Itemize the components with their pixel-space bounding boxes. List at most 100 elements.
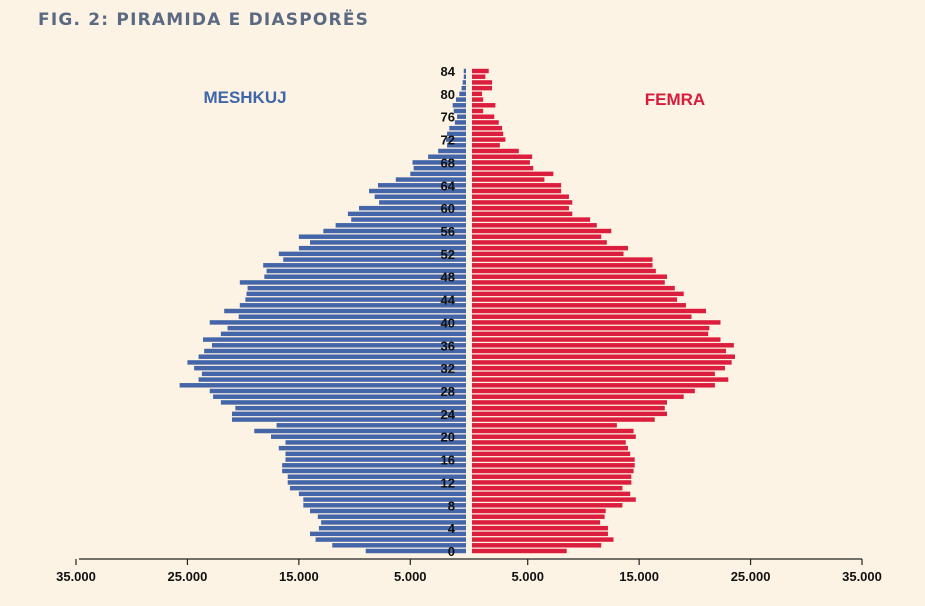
female-bar-age-60 — [472, 205, 569, 211]
female-bar-age-5 — [472, 520, 601, 525]
male-bar-age-19 — [285, 440, 466, 445]
female-bar-age-0 — [472, 548, 567, 554]
female-bar-age-54 — [472, 240, 607, 245]
male-bar-age-23 — [232, 417, 466, 422]
male-bar-age-70 — [438, 148, 466, 154]
female-bar-age-62 — [472, 194, 569, 199]
male-bar-age-39 — [227, 325, 466, 331]
male-bar-age-5 — [321, 520, 466, 525]
male-bar-age-15 — [282, 463, 466, 468]
age-tick-label: 56 — [441, 224, 455, 239]
female-bar-age-77 — [472, 108, 484, 114]
female-bars-group — [472, 68, 735, 554]
female-bar-age-12 — [472, 480, 632, 485]
male-bar-age-22 — [276, 423, 466, 428]
x-tick-label: 25.000 — [731, 569, 771, 584]
male-bar-age-51 — [283, 257, 466, 262]
female-bar-age-30 — [472, 377, 729, 382]
female-bar-age-4 — [472, 525, 608, 531]
male-bar-age-13 — [287, 474, 466, 479]
female-bar-age-69 — [472, 154, 533, 159]
male-bar-age-18 — [278, 445, 466, 451]
male-bar-age-35 — [204, 348, 466, 354]
male-bar-age-81 — [461, 85, 466, 91]
male-bar-age-8 — [303, 503, 466, 508]
male-bar-age-12 — [287, 480, 466, 485]
female-bar-age-34 — [472, 354, 735, 359]
male-bar-age-67 — [413, 165, 466, 171]
x-tick-label: 35.000 — [842, 569, 882, 584]
male-bar-age-37 — [203, 337, 466, 342]
male-bar-age-1 — [332, 543, 466, 548]
female-bar-age-57 — [472, 223, 597, 228]
male-bar-age-16 — [285, 457, 466, 462]
male-bar-age-47 — [239, 280, 466, 285]
male-bar-age-71 — [447, 143, 466, 148]
age-tick-label: 36 — [441, 338, 455, 353]
female-bar-age-16 — [472, 457, 635, 462]
female-bar-age-2 — [472, 537, 614, 542]
female-bar-age-53 — [472, 245, 628, 251]
male-bar-age-62 — [374, 194, 466, 199]
female-bar-age-50 — [472, 263, 653, 268]
female-bar-age-11 — [472, 485, 623, 491]
female-bar-age-75 — [472, 120, 499, 125]
male-bar-age-45 — [246, 291, 466, 297]
female-bar-age-28 — [472, 388, 695, 394]
male-bar-age-11 — [289, 485, 466, 491]
age-tick-label: 80 — [441, 87, 455, 102]
age-tick-label: 52 — [441, 247, 455, 262]
male-bar-age-80 — [459, 91, 466, 97]
female-bar-age-27 — [472, 394, 684, 399]
age-tick-label: 24 — [441, 407, 456, 422]
female-bar-age-78 — [472, 103, 496, 108]
male-bar-age-9 — [303, 497, 466, 502]
age-tick-label: 28 — [441, 384, 455, 399]
male-bar-age-38 — [220, 331, 466, 337]
male-bar-age-49 — [266, 268, 466, 274]
female-bar-age-49 — [472, 268, 656, 274]
female-bar-age-46 — [472, 285, 675, 291]
female-bar-age-25 — [472, 405, 665, 411]
male-bar-age-3 — [310, 531, 466, 537]
age-tick-label: 12 — [441, 475, 455, 490]
male-bar-age-60 — [359, 205, 466, 211]
male-bar-age-26 — [220, 400, 466, 405]
age-tick-label: 76 — [441, 110, 455, 125]
male-bar-age-50 — [263, 263, 466, 268]
male-bar-age-43 — [239, 303, 466, 308]
female-bar-age-38 — [472, 331, 709, 337]
male-bar-age-84 — [463, 68, 466, 74]
female-bar-age-76 — [472, 114, 495, 119]
male-bar-age-61 — [379, 200, 466, 205]
female-bar-age-63 — [472, 188, 562, 194]
male-bar-age-55 — [298, 234, 466, 239]
female-bar-age-45 — [472, 291, 684, 297]
female-bar-age-84 — [472, 68, 489, 74]
female-bar-age-33 — [472, 360, 732, 365]
age-tick-label: 0 — [448, 544, 455, 559]
male-bar-age-36 — [211, 343, 466, 348]
female-bar-age-47 — [472, 280, 665, 285]
male-bar-age-10 — [298, 491, 466, 497]
male-bar-age-20 — [271, 434, 466, 439]
female-bar-age-26 — [472, 400, 667, 405]
age-tick-label: 64 — [441, 178, 456, 193]
female-bar-age-83 — [472, 74, 486, 79]
male-bar-age-82 — [462, 80, 466, 85]
female-bar-age-29 — [472, 383, 715, 388]
male-bar-age-4 — [318, 525, 466, 531]
male-bar-age-68 — [412, 160, 466, 165]
female-bar-age-17 — [472, 451, 631, 457]
female-bar-age-37 — [472, 337, 721, 342]
male-bar-age-79 — [455, 97, 466, 102]
male-bar-age-52 — [278, 251, 466, 257]
male-bar-age-65 — [395, 177, 466, 182]
female-bar-age-20 — [472, 434, 636, 439]
female-bar-age-39 — [472, 325, 710, 331]
male-bar-age-69 — [428, 154, 466, 159]
female-bar-age-68 — [472, 160, 530, 165]
male-bar-age-77 — [453, 108, 466, 114]
female-bar-age-79 — [472, 97, 484, 102]
female-bar-age-70 — [472, 148, 519, 154]
